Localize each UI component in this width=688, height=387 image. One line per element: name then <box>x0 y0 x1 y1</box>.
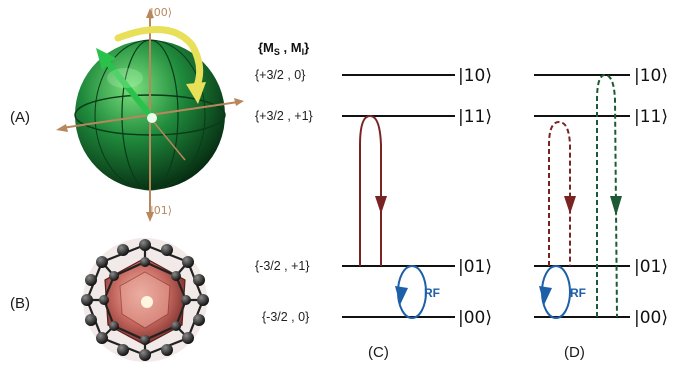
state-header: {MS , MI} <box>258 40 309 57</box>
state-label-01: {-3/2 , +1} <box>255 259 310 273</box>
state-label-10: {+3/2 , 0} <box>255 68 305 82</box>
sphere-ket-bottom: |01⟩ <box>150 204 172 217</box>
level-diagram-d <box>534 73 630 319</box>
ket-c-11: |11⟩ <box>458 107 492 127</box>
ket-c-01: |01⟩ <box>458 257 492 277</box>
ket-d-01: |01⟩ <box>634 257 668 277</box>
rf-label-c: RF <box>424 286 440 300</box>
ket-d-00: |00⟩ <box>634 308 668 328</box>
qubit-sphere <box>56 8 244 222</box>
state-label-11: {+3/2 , +1} <box>255 109 313 123</box>
panel-label-c: (C) <box>368 344 389 361</box>
rf-label-d: RF <box>570 286 586 300</box>
level-diagram-c <box>342 74 455 319</box>
ket-d-10: |10⟩ <box>634 66 668 86</box>
panel-label-b: (B) <box>10 295 30 312</box>
panel-label-a: (A) <box>10 109 30 126</box>
ket-d-11: |11⟩ <box>634 107 668 127</box>
panel-label-d: (D) <box>564 344 585 361</box>
fullerene-molecule <box>81 238 209 362</box>
ket-c-00: |00⟩ <box>458 308 492 328</box>
ket-c-10: |10⟩ <box>458 66 492 86</box>
sphere-ket-top: |00⟩ <box>150 6 172 19</box>
state-label-00: {-3/2 , 0} <box>262 310 309 324</box>
